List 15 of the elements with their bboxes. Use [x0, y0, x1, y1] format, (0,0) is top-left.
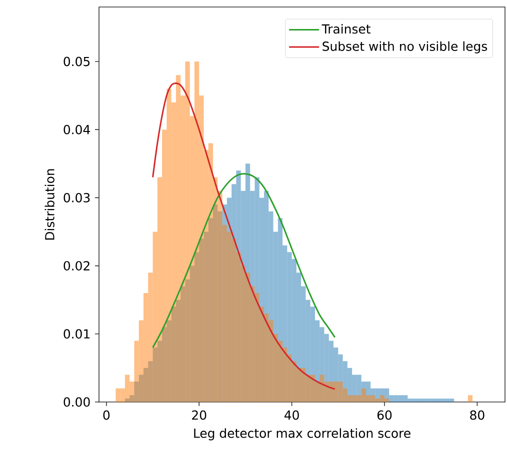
y-tick-label: 0.05: [64, 56, 90, 66]
y-tick-label: 0.04: [64, 124, 90, 134]
x-tick-label: 40: [284, 410, 299, 420]
x-tick-label: 0: [103, 410, 110, 420]
x-tick-label: 80: [470, 410, 484, 420]
legend-label: Trainset: [322, 24, 370, 34]
y-tick-label: 0.01: [64, 329, 90, 339]
y-tick-label: 0.00: [64, 397, 90, 407]
x-tick-label: 60: [377, 410, 392, 420]
y-tick-label: 0.02: [64, 261, 90, 270]
legend-label: Subset with no visible legs: [322, 41, 488, 54]
x-axis-title: Leg detector max correlation score: [194, 428, 410, 440]
y-axis-title: Distribution: [44, 169, 54, 240]
y-tick-label: 0.03: [64, 192, 90, 202]
x-tick-label: 20: [192, 410, 206, 420]
